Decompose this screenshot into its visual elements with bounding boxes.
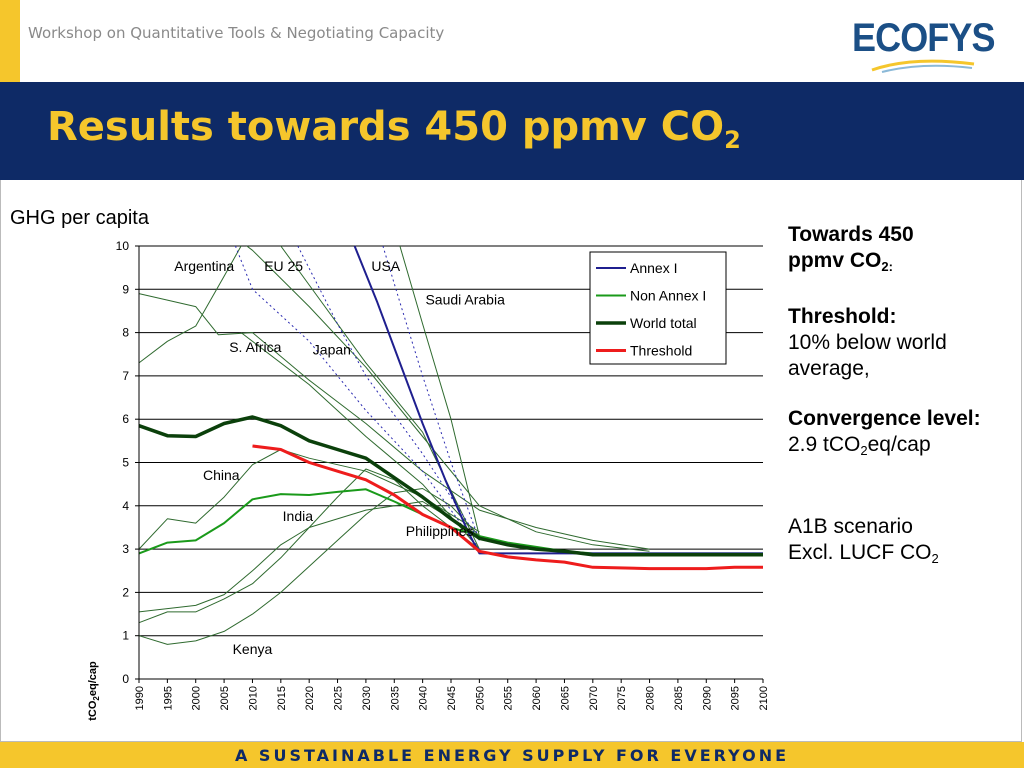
series-country-line bbox=[240, 332, 480, 550]
legend-label: Annex I bbox=[630, 260, 677, 276]
x-tick-label: 2025 bbox=[333, 686, 345, 710]
page-title: Results towards 450 ppmv CO2 bbox=[47, 104, 741, 154]
annotation-label: EU 25 bbox=[264, 258, 303, 274]
annotation-label: S. Africa bbox=[229, 339, 281, 355]
x-tick-label: 2085 bbox=[673, 686, 685, 710]
footer-bar bbox=[0, 742, 1024, 768]
x-tick-label: 2075 bbox=[616, 686, 628, 710]
legend-box bbox=[589, 251, 727, 365]
y-tick-label: 10 bbox=[116, 239, 130, 253]
y-tick-label: 2 bbox=[122, 585, 129, 599]
series-dotted-line bbox=[297, 245, 480, 541]
x-tick-label: 1995 bbox=[162, 686, 174, 710]
series-country-line bbox=[138, 293, 650, 550]
scenario-text: A1B scenario bbox=[788, 515, 913, 538]
x-tick-label: 2005 bbox=[219, 686, 231, 710]
series-country-line bbox=[138, 501, 480, 613]
x-tick-label: 2090 bbox=[701, 686, 713, 710]
series-country-line bbox=[399, 245, 480, 537]
chart-series bbox=[138, 245, 763, 645]
chart-axes: 0 1 2 3 4 5 6 7 8 9 10 1990 1995 2000 2005 2010 2015 2020… bbox=[116, 239, 770, 710]
x-tick-label: 2000 bbox=[191, 686, 203, 710]
series-country-line bbox=[138, 449, 480, 550]
annotation-label: Kenya bbox=[233, 641, 273, 657]
y-tick-label: 5 bbox=[122, 456, 129, 470]
series-country-line bbox=[138, 468, 480, 624]
x-tick-label: 2080 bbox=[645, 686, 657, 710]
y-tick-label: 9 bbox=[122, 282, 129, 296]
series-world-line bbox=[138, 415, 763, 557]
annotation-label: India bbox=[283, 508, 314, 524]
side-notes: Towards 450 ppmv CO2: Threshold: 10% bel… bbox=[788, 222, 1018, 572]
annotation-label: Saudi Arabia bbox=[425, 291, 505, 307]
x-tick-label: 2015 bbox=[276, 686, 288, 710]
x-tick-label: 2030 bbox=[361, 686, 373, 710]
series-country-line bbox=[138, 488, 480, 645]
x-tick-label: 2065 bbox=[559, 686, 571, 710]
annotation-label: USA bbox=[371, 258, 400, 274]
convergence-value: 2.9 tCO2eq/cap bbox=[788, 433, 931, 458]
ecofys-logo: ECOFYS bbox=[852, 14, 996, 73]
content-frame bbox=[0, 180, 1022, 742]
threshold-text: 10% below world average, bbox=[788, 331, 947, 380]
x-tick-label: 1990 bbox=[134, 686, 146, 710]
convergence-heading: Convergence level: bbox=[788, 407, 981, 430]
legend-label: World total bbox=[630, 315, 697, 331]
series-non_annex-line bbox=[138, 488, 763, 555]
y-tick-label: 1 bbox=[122, 629, 129, 643]
x-tick-label: 2050 bbox=[474, 686, 486, 710]
annotation-label: Philippines bbox=[406, 523, 474, 539]
x-tick-label: 2045 bbox=[446, 686, 458, 710]
x-tick-label: 2020 bbox=[304, 686, 316, 710]
header-accent-bar bbox=[0, 0, 20, 82]
chart-annotations: Argentina EU 25 USA Saudi Arabia S. Africa Ja… bbox=[174, 258, 505, 657]
footer-slogan: A SUSTAINABLE ENERGY SUPPLY FOR EVERYONE bbox=[234, 746, 790, 765]
title-band bbox=[0, 82, 1024, 180]
annotation-label: China bbox=[203, 467, 240, 483]
y-tick-label: 8 bbox=[122, 326, 129, 340]
series-threshold-line bbox=[252, 444, 763, 571]
y-axis-label: tCO2eq/cap bbox=[87, 661, 101, 721]
x-tick-label: 2040 bbox=[418, 686, 430, 710]
towards-heading-2: ppmv CO2: bbox=[788, 249, 893, 274]
logo-wordmark: ECOFYS bbox=[852, 16, 996, 60]
x-tick-label: 2095 bbox=[730, 686, 742, 710]
towards-heading: Towards 450 bbox=[788, 223, 914, 246]
y-tick-label: 0 bbox=[122, 672, 129, 686]
legend-label: Threshold bbox=[630, 343, 692, 359]
y-tick-label: 6 bbox=[122, 412, 129, 426]
chart-label-ghg: GHG per capita bbox=[10, 207, 149, 229]
x-tick-label: 2100 bbox=[758, 686, 770, 710]
annotation-label: Japan bbox=[313, 341, 351, 357]
workshop-title: Workshop on Quantitative Tools & Negotia… bbox=[28, 24, 445, 42]
y-tick-label: 7 bbox=[122, 369, 129, 383]
series-country-line bbox=[138, 245, 242, 364]
x-tick-label: 2070 bbox=[588, 686, 600, 710]
series-country-line bbox=[246, 245, 650, 552]
series-dotted-line bbox=[382, 245, 480, 541]
chart-legend: Annex I Non Annex I World total Threshold bbox=[589, 251, 727, 365]
threshold-heading: Threshold: bbox=[788, 305, 897, 328]
y-tick-label: 4 bbox=[122, 499, 129, 513]
legend-label: Non Annex I bbox=[630, 288, 706, 304]
x-tick-label: 2010 bbox=[247, 686, 259, 710]
x-tick-label: 2035 bbox=[389, 686, 401, 710]
x-tick-label: 2055 bbox=[503, 686, 515, 710]
annotation-label: Argentina bbox=[174, 258, 234, 274]
chart: Argentina EU 25 USA Saudi Arabia S. Africa Ja… bbox=[87, 239, 770, 721]
y-tick-label: 3 bbox=[122, 542, 129, 556]
excl-text: Excl. LUCF CO2 bbox=[788, 541, 939, 566]
logo-swoosh-icon bbox=[871, 59, 975, 73]
x-tick-label: 2060 bbox=[531, 686, 543, 710]
